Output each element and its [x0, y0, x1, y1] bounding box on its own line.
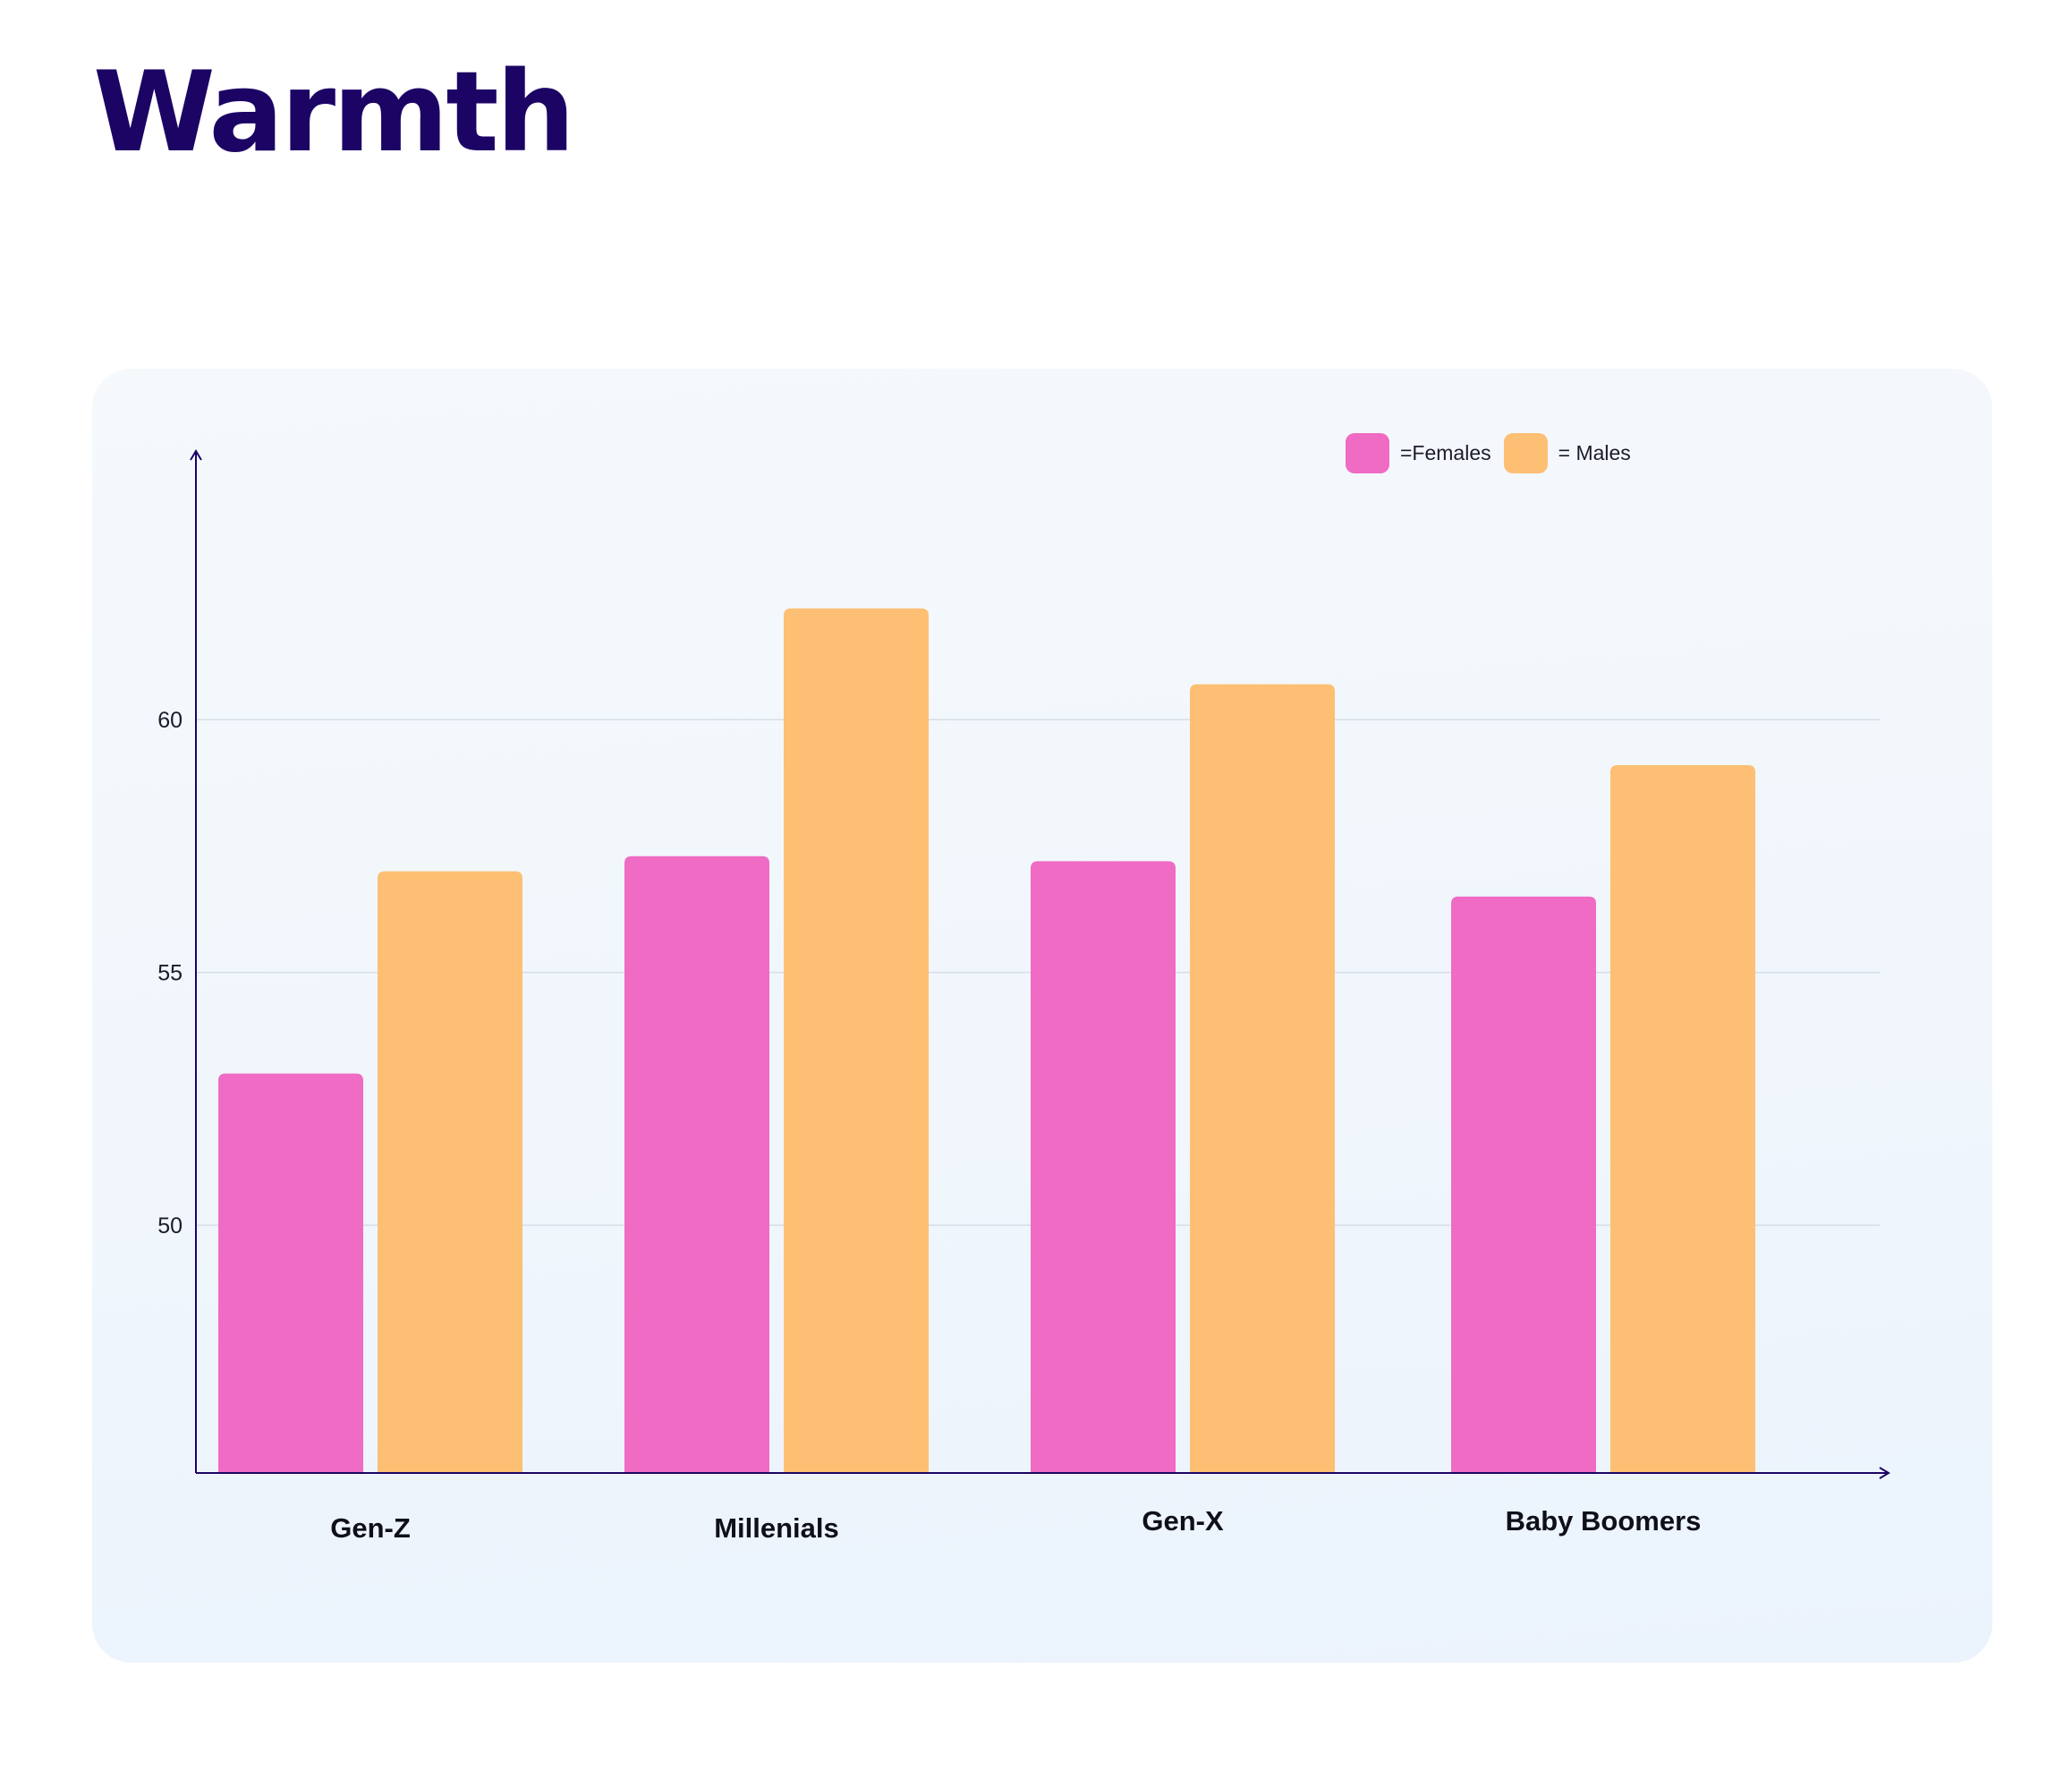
legend-label-females: =Females [1400, 441, 1491, 464]
chart-card: 50 55 60 Gen-Z Millenials Gen-X Baby Boomers =… [92, 369, 1992, 1663]
bar-females-3 [1451, 896, 1596, 1473]
legend-swatch-males [1503, 433, 1548, 473]
x-tick-label: Baby Boomers [1506, 1505, 1702, 1537]
legend-label-males: = Males [1558, 441, 1631, 464]
bar-females-2 [1031, 861, 1176, 1473]
bar-males-3 [1610, 765, 1755, 1473]
tick-labels: 50 55 60 Gen-Z Millenials Gen-X Baby Boomers [157, 708, 1701, 1544]
legend: =Females = Males [1346, 433, 1643, 473]
x-tick-label: Gen-Z [330, 1512, 411, 1544]
y-tick-label: 55 [157, 961, 183, 986]
bar-females-0 [218, 1073, 363, 1473]
x-tick-label: Gen-X [1142, 1505, 1224, 1537]
legend-item-females: =Females [1346, 433, 1491, 473]
y-tick-label: 50 [157, 1213, 183, 1239]
legend-swatch-females [1346, 433, 1389, 473]
bar-females-1 [624, 856, 769, 1473]
bar-chart: 50 55 60 Gen-Z Millenials Gen-X Baby Boomers [157, 449, 1890, 1544]
legend-item-males: = Males [1503, 433, 1631, 473]
bar-males-1 [784, 608, 929, 1473]
y-tick-label: 60 [157, 708, 183, 733]
x-tick-label: Millenials [714, 1512, 839, 1544]
bars [218, 608, 1755, 1473]
x-axis-arrow [1879, 1467, 1890, 1479]
y-axis-arrow [190, 449, 202, 461]
axes [190, 449, 1890, 1479]
bar-males-0 [378, 871, 522, 1473]
bar-males-2 [1190, 684, 1335, 1473]
page-title: Warmth [93, 48, 575, 177]
